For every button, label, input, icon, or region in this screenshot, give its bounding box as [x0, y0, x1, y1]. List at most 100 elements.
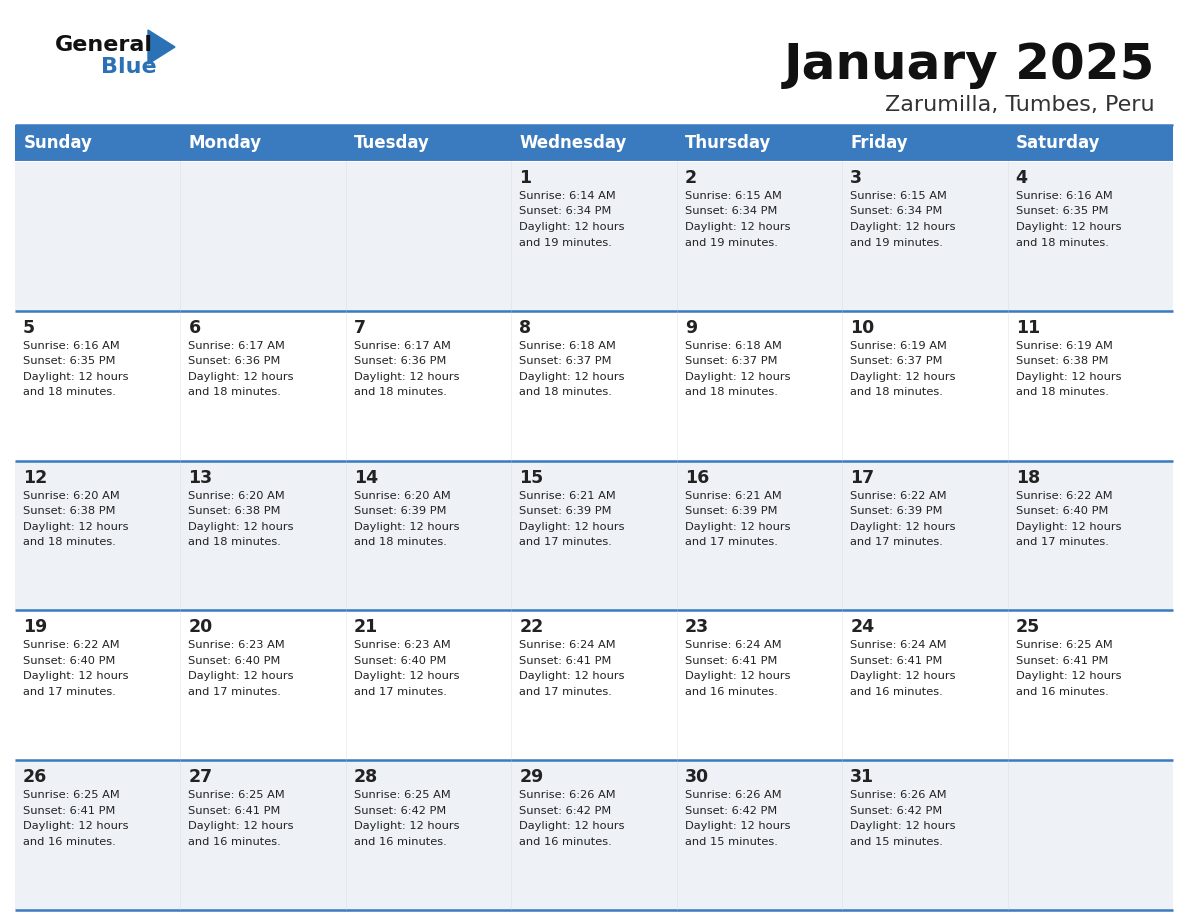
Text: Sunset: 6:40 PM: Sunset: 6:40 PM: [23, 655, 115, 666]
Text: Sunrise: 6:17 AM: Sunrise: 6:17 AM: [189, 341, 285, 351]
Text: Daylight: 12 hours: Daylight: 12 hours: [1016, 372, 1121, 382]
Text: Daylight: 12 hours: Daylight: 12 hours: [189, 822, 293, 831]
Polygon shape: [148, 30, 175, 64]
Text: 13: 13: [189, 468, 213, 487]
Text: Sunset: 6:41 PM: Sunset: 6:41 PM: [684, 655, 777, 666]
Text: 25: 25: [1016, 619, 1040, 636]
Text: and 17 minutes.: and 17 minutes.: [189, 687, 282, 697]
Bar: [15, 461, 1173, 610]
Bar: [1007, 125, 1173, 161]
Text: 4: 4: [1016, 169, 1028, 187]
Text: Sunrise: 6:19 AM: Sunrise: 6:19 AM: [1016, 341, 1112, 351]
Text: Blue: Blue: [101, 57, 157, 77]
Text: Thursday: Thursday: [685, 134, 771, 152]
Text: Friday: Friday: [851, 134, 908, 152]
Text: Sunrise: 6:16 AM: Sunrise: 6:16 AM: [1016, 191, 1112, 201]
Text: Sunrise: 6:19 AM: Sunrise: 6:19 AM: [851, 341, 947, 351]
Text: Sunrise: 6:26 AM: Sunrise: 6:26 AM: [851, 790, 947, 800]
Text: and 18 minutes.: and 18 minutes.: [519, 387, 612, 397]
Text: Sunset: 6:34 PM: Sunset: 6:34 PM: [519, 207, 612, 217]
Text: 23: 23: [684, 619, 709, 636]
Text: Daylight: 12 hours: Daylight: 12 hours: [189, 521, 293, 532]
Text: Sunset: 6:36 PM: Sunset: 6:36 PM: [354, 356, 447, 366]
Text: Sunrise: 6:24 AM: Sunrise: 6:24 AM: [684, 641, 782, 650]
Bar: [15, 311, 1173, 461]
Text: Zarumilla, Tumbes, Peru: Zarumilla, Tumbes, Peru: [885, 95, 1155, 115]
Text: Sunset: 6:37 PM: Sunset: 6:37 PM: [684, 356, 777, 366]
Text: 27: 27: [189, 768, 213, 786]
Text: and 18 minutes.: and 18 minutes.: [1016, 387, 1108, 397]
Text: Sunrise: 6:24 AM: Sunrise: 6:24 AM: [519, 641, 615, 650]
Text: Monday: Monday: [189, 134, 261, 152]
Text: Sunset: 6:42 PM: Sunset: 6:42 PM: [354, 806, 447, 816]
Text: Sunset: 6:41 PM: Sunset: 6:41 PM: [1016, 655, 1108, 666]
Text: Sunrise: 6:22 AM: Sunrise: 6:22 AM: [23, 641, 120, 650]
Text: and 17 minutes.: and 17 minutes.: [684, 537, 778, 547]
Bar: [346, 125, 511, 161]
Text: and 17 minutes.: and 17 minutes.: [851, 537, 943, 547]
Text: Sunrise: 6:16 AM: Sunrise: 6:16 AM: [23, 341, 120, 351]
Text: 10: 10: [851, 319, 874, 337]
Text: and 16 minutes.: and 16 minutes.: [1016, 687, 1108, 697]
Text: and 18 minutes.: and 18 minutes.: [354, 537, 447, 547]
Text: and 18 minutes.: and 18 minutes.: [189, 387, 282, 397]
Bar: [181, 125, 346, 161]
Text: 2: 2: [684, 169, 697, 187]
Text: Sunset: 6:41 PM: Sunset: 6:41 PM: [519, 655, 612, 666]
Text: Sunrise: 6:17 AM: Sunrise: 6:17 AM: [354, 341, 450, 351]
Text: 18: 18: [1016, 468, 1040, 487]
Bar: [511, 125, 677, 161]
Text: Sunset: 6:42 PM: Sunset: 6:42 PM: [851, 806, 942, 816]
Text: Daylight: 12 hours: Daylight: 12 hours: [851, 671, 955, 681]
Text: Sunset: 6:39 PM: Sunset: 6:39 PM: [851, 506, 942, 516]
Text: General: General: [55, 35, 153, 55]
Text: Daylight: 12 hours: Daylight: 12 hours: [684, 671, 790, 681]
Text: 14: 14: [354, 468, 378, 487]
Text: and 17 minutes.: and 17 minutes.: [1016, 537, 1108, 547]
Text: Wednesday: Wednesday: [519, 134, 627, 152]
Text: Sunset: 6:38 PM: Sunset: 6:38 PM: [23, 506, 115, 516]
Text: Sunset: 6:38 PM: Sunset: 6:38 PM: [1016, 356, 1108, 366]
Text: 16: 16: [684, 468, 709, 487]
Text: 15: 15: [519, 468, 544, 487]
Text: 19: 19: [23, 619, 48, 636]
Text: 24: 24: [851, 619, 874, 636]
Text: Daylight: 12 hours: Daylight: 12 hours: [684, 521, 790, 532]
Text: and 19 minutes.: and 19 minutes.: [684, 238, 778, 248]
Bar: [15, 125, 181, 161]
Text: Sunset: 6:40 PM: Sunset: 6:40 PM: [189, 655, 280, 666]
Text: Sunrise: 6:25 AM: Sunrise: 6:25 AM: [23, 790, 120, 800]
Text: Daylight: 12 hours: Daylight: 12 hours: [851, 222, 955, 232]
Text: and 18 minutes.: and 18 minutes.: [23, 387, 116, 397]
Text: 26: 26: [23, 768, 48, 786]
Text: 28: 28: [354, 768, 378, 786]
Text: and 15 minutes.: and 15 minutes.: [851, 836, 943, 846]
Text: Sunset: 6:35 PM: Sunset: 6:35 PM: [1016, 207, 1108, 217]
Text: 17: 17: [851, 468, 874, 487]
Text: and 18 minutes.: and 18 minutes.: [684, 387, 778, 397]
Text: Sunrise: 6:23 AM: Sunrise: 6:23 AM: [354, 641, 450, 650]
Text: 9: 9: [684, 319, 697, 337]
Text: and 18 minutes.: and 18 minutes.: [23, 537, 116, 547]
Text: Daylight: 12 hours: Daylight: 12 hours: [354, 521, 460, 532]
Text: Sunset: 6:37 PM: Sunset: 6:37 PM: [851, 356, 942, 366]
Text: Sunset: 6:41 PM: Sunset: 6:41 PM: [189, 806, 280, 816]
Text: 22: 22: [519, 619, 544, 636]
Text: Sunrise: 6:18 AM: Sunrise: 6:18 AM: [684, 341, 782, 351]
Text: Sunrise: 6:25 AM: Sunrise: 6:25 AM: [189, 790, 285, 800]
Text: 5: 5: [23, 319, 36, 337]
Text: Sunset: 6:35 PM: Sunset: 6:35 PM: [23, 356, 115, 366]
Text: Sunset: 6:41 PM: Sunset: 6:41 PM: [23, 806, 115, 816]
Text: Sunrise: 6:14 AM: Sunrise: 6:14 AM: [519, 191, 617, 201]
Text: Daylight: 12 hours: Daylight: 12 hours: [23, 372, 128, 382]
Text: Daylight: 12 hours: Daylight: 12 hours: [1016, 222, 1121, 232]
Bar: [677, 125, 842, 161]
Text: Sunset: 6:34 PM: Sunset: 6:34 PM: [684, 207, 777, 217]
Text: 30: 30: [684, 768, 709, 786]
Text: Sunrise: 6:18 AM: Sunrise: 6:18 AM: [519, 341, 617, 351]
Text: Sunrise: 6:20 AM: Sunrise: 6:20 AM: [23, 490, 120, 500]
Text: Sunset: 6:39 PM: Sunset: 6:39 PM: [354, 506, 447, 516]
Text: and 16 minutes.: and 16 minutes.: [354, 836, 447, 846]
Text: Daylight: 12 hours: Daylight: 12 hours: [851, 521, 955, 532]
Text: Tuesday: Tuesday: [354, 134, 430, 152]
